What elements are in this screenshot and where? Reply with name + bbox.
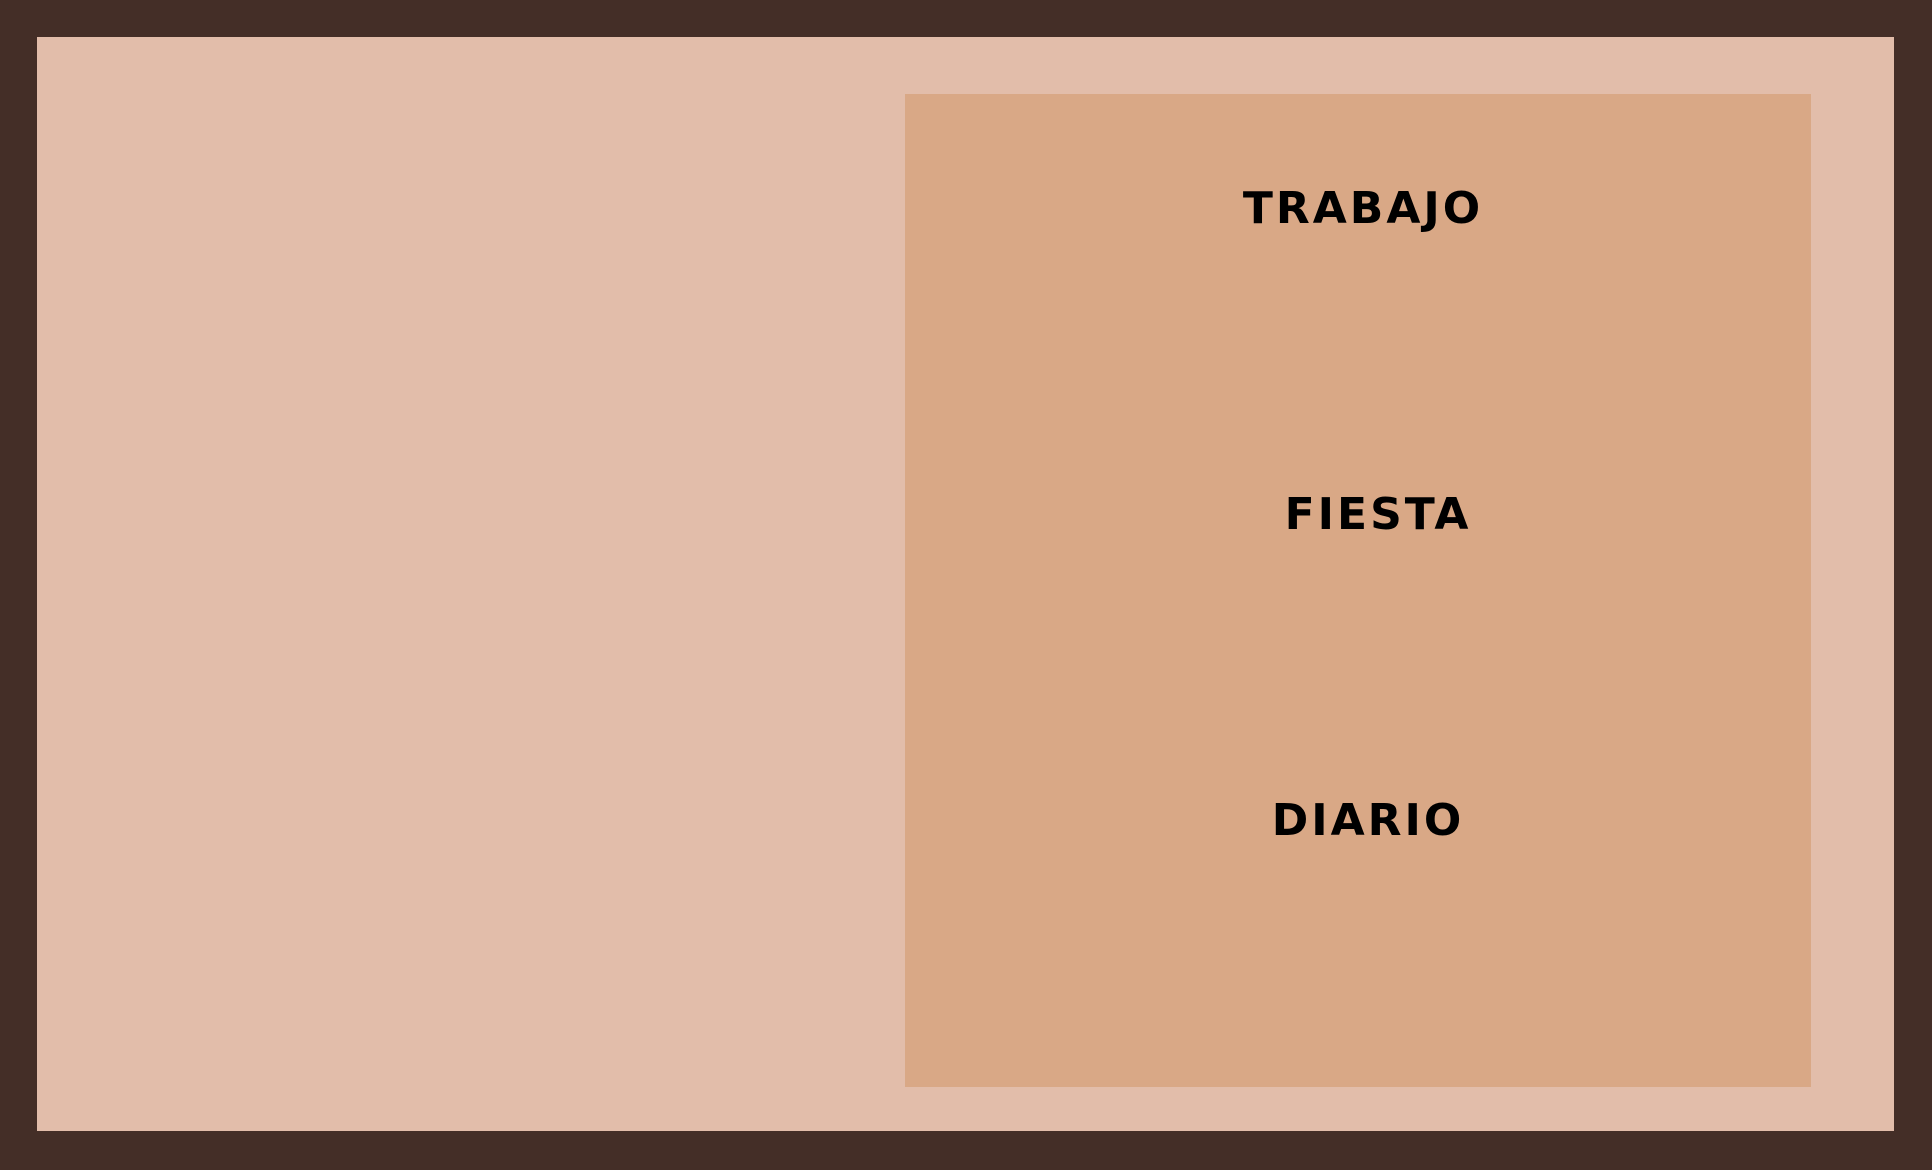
menu-item-fiesta[interactable]: FIESTA: [1284, 489, 1472, 540]
menu-item-diario[interactable]: DIARIO: [1271, 795, 1465, 846]
game-screen: TRABAJO FIESTA DIARIO: [37, 37, 1894, 1131]
menu-panel: TRABAJO FIESTA DIARIO: [905, 94, 1811, 1087]
menu-item-trabajo[interactable]: TRABAJO: [1242, 183, 1484, 234]
